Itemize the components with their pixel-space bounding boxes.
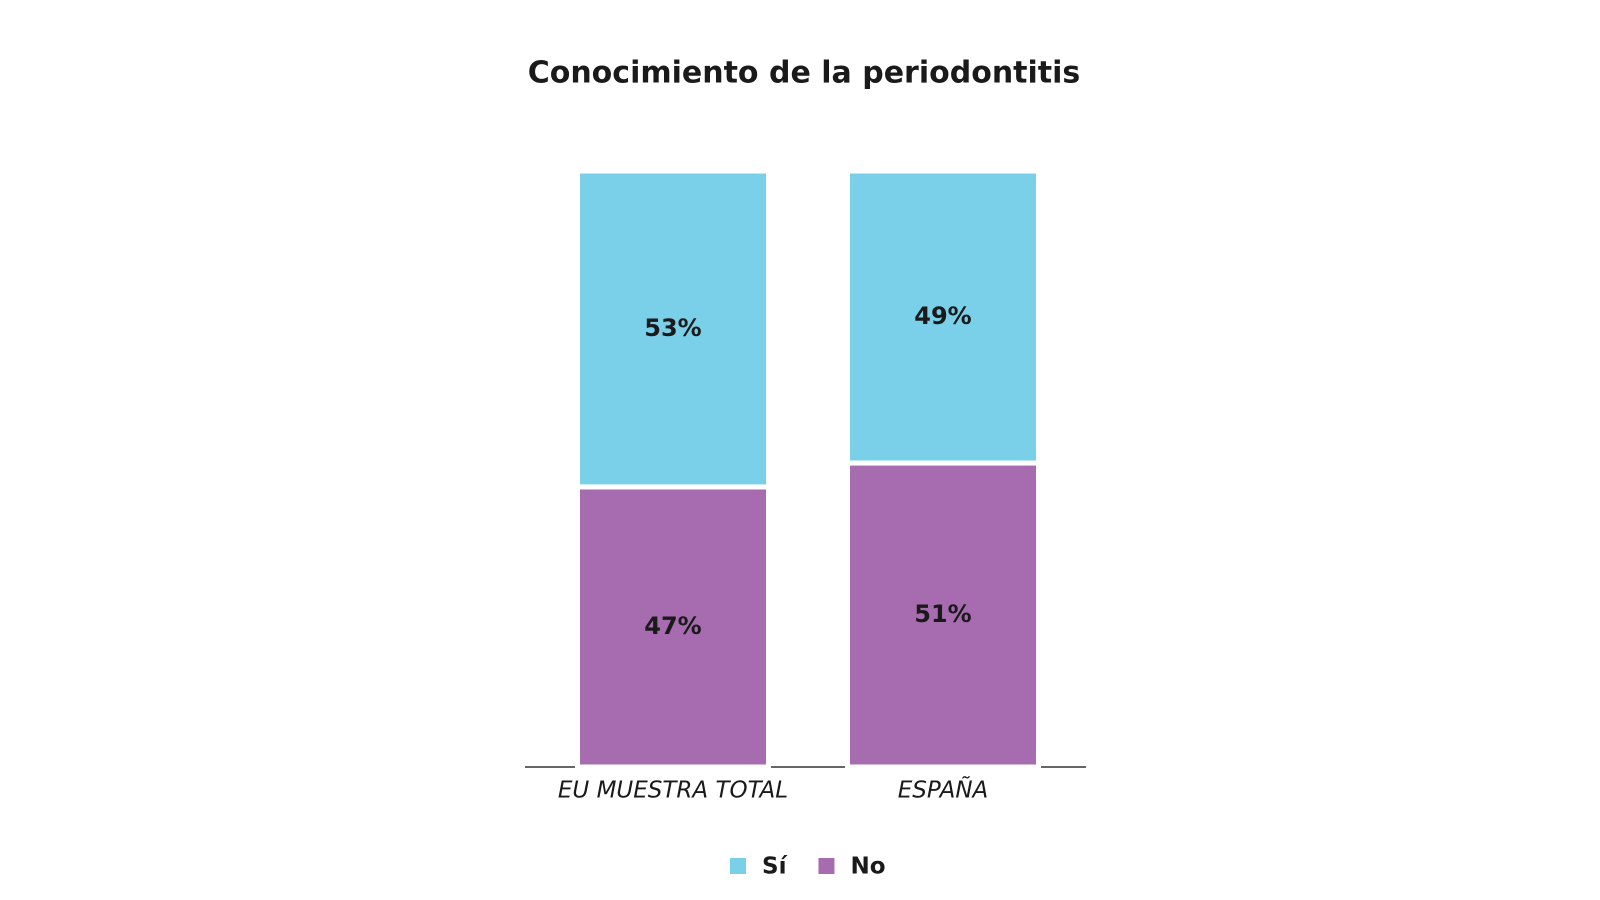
x-tick-label: ESPAÑA: [898, 776, 989, 804]
bar-segment: [575, 484, 771, 770]
bar-segment: [575, 168, 771, 490]
data-label: 49%: [914, 302, 971, 330]
legend-label: Sí: [762, 854, 788, 880]
legend-swatch: [730, 858, 746, 874]
data-label: 47%: [644, 612, 701, 640]
x-tick-label: EU MUESTRA TOTAL: [558, 778, 788, 804]
legend-swatch: [818, 858, 835, 874]
chart-title: Conocimiento de la periodontitis: [528, 56, 1081, 91]
data-label: 53%: [644, 314, 701, 342]
data-label: 51%: [914, 600, 971, 628]
bar-segment: [845, 168, 1041, 466]
legend-label: No: [850, 854, 885, 880]
